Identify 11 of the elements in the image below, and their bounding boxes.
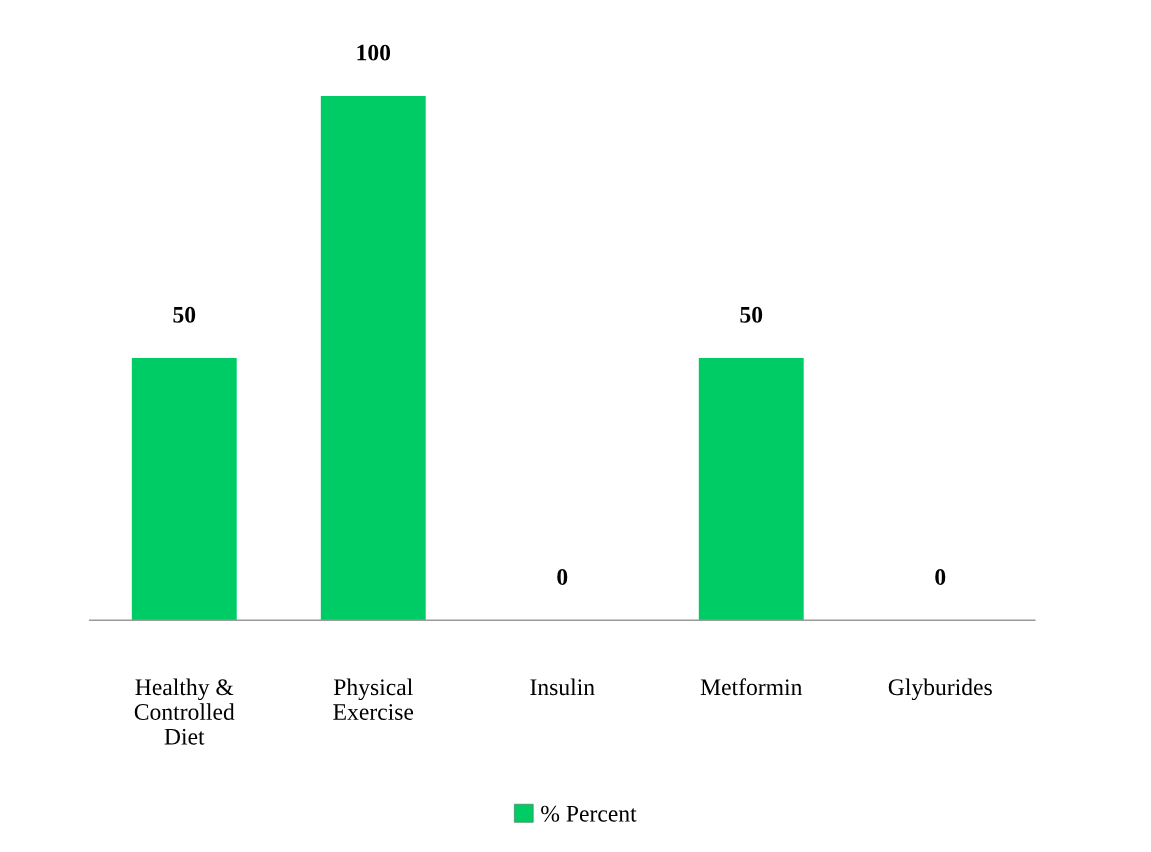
data-label: 0: [557, 568, 568, 585]
x-tick-label: Healthy & Controlled Diet: [134, 678, 235, 745]
data-label: 0: [935, 568, 946, 585]
legend-label: % Percent: [541, 805, 637, 822]
x-tick-label: Glyburides: [888, 678, 992, 701]
data-label: 50: [740, 306, 763, 323]
x-tick-label: Insulin: [530, 678, 595, 696]
data-label: 100: [357, 44, 391, 61]
x-tick-label: Metformin: [700, 678, 803, 696]
x-tick-label: Physical Exercise: [333, 678, 414, 720]
data-label: 50: [173, 306, 196, 323]
